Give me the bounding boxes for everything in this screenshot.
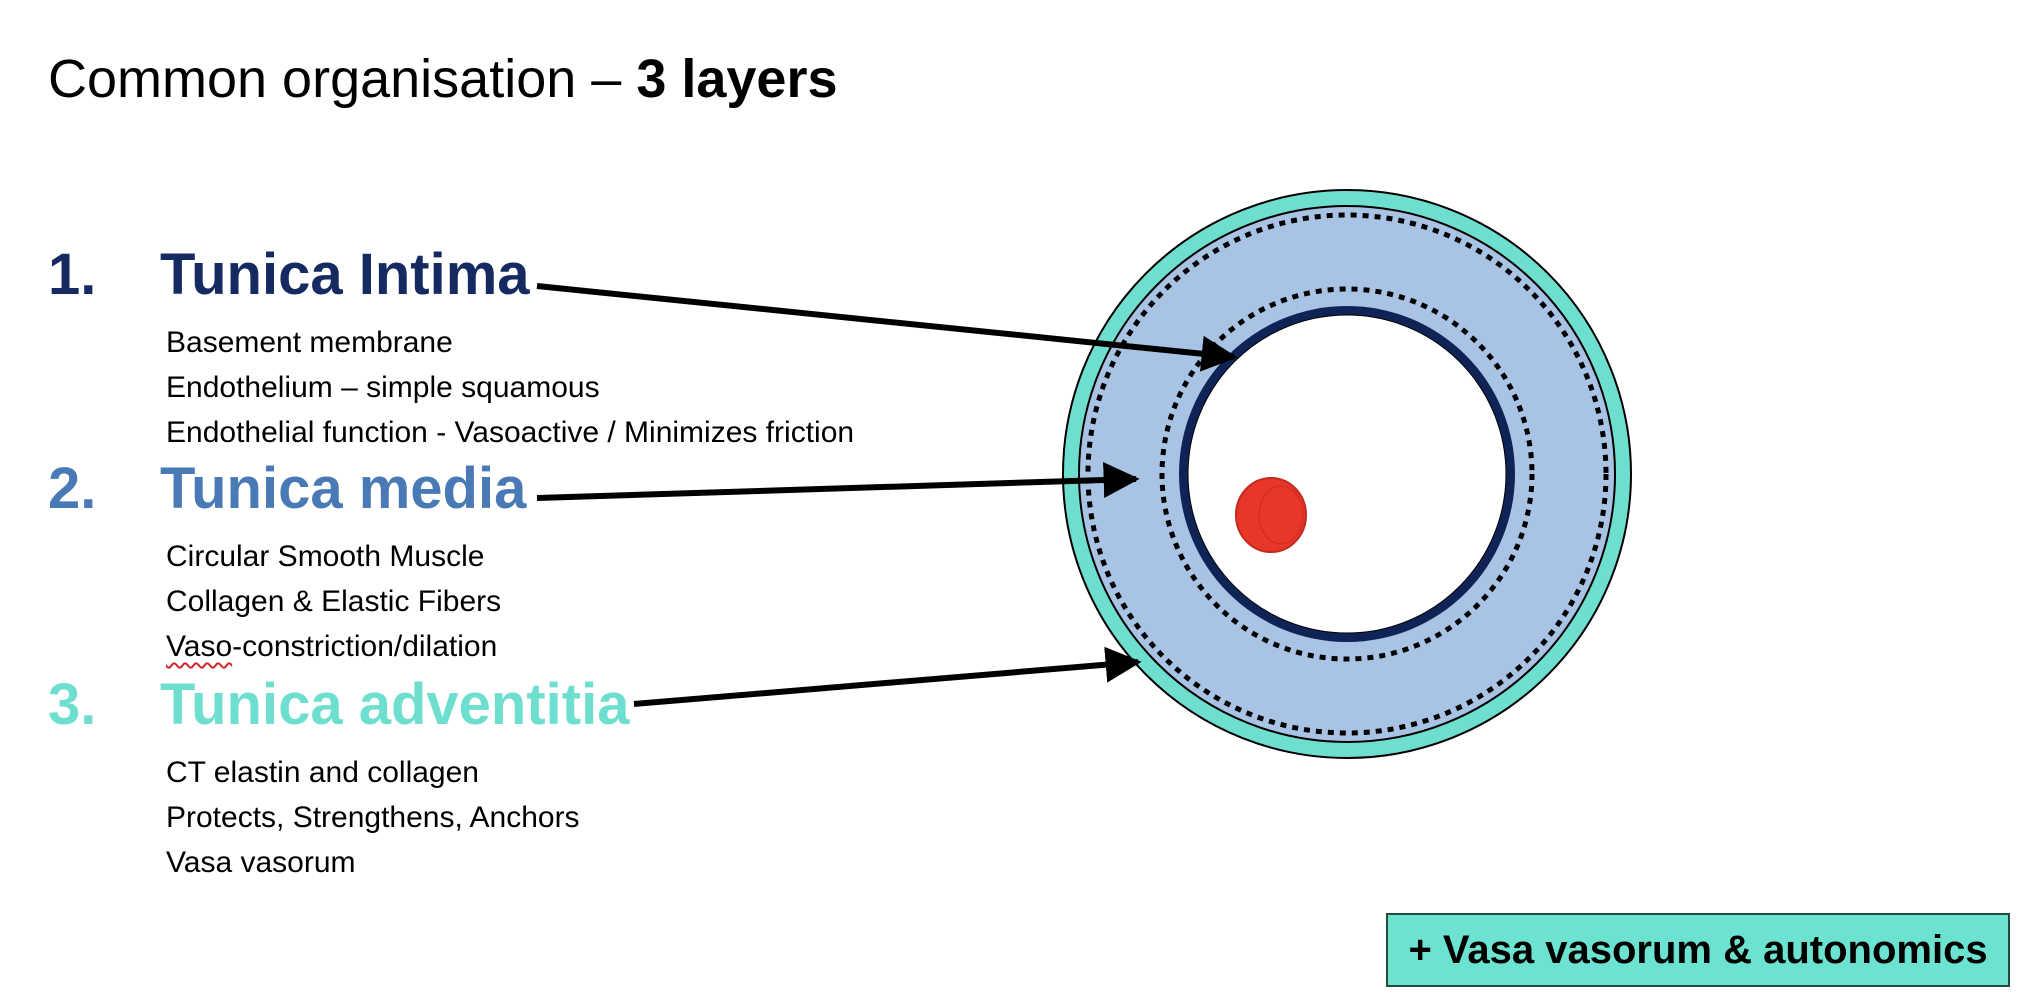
layer-adventitia-name: Tunica adventitia [160,672,630,737]
layer-media-number: 2. [48,456,97,521]
layer-intima-number: 1. [48,242,97,307]
bullet-item: Protects, Strengthens, Anchors [166,801,580,834]
layer-intima-section: 1. Tunica Intima Basement membrane Endot… [48,246,854,455]
bullet-item: Circular Smooth Muscle [166,540,485,573]
lumen [1187,314,1507,634]
bullet-item: Collagen & Elastic Fibers [166,585,502,618]
vasa-vasorum-callout-box: + Vasa vasorum & autonomics [1386,913,2010,987]
layer-media-section: 2. Tunica media Circular Smooth Muscle C… [48,460,526,669]
arrow-intima [536,283,1238,372]
bullet-item: Vasa vasorum [166,846,356,879]
layer-intima-bullets: Basement membrane Endothelium – simple s… [166,320,854,455]
layer-adventitia-number: 3. [48,672,97,737]
arrow-adventitia [633,646,1142,707]
slide-title: Common organisation – 3 layers [48,52,838,106]
layer-adventitia-section: 3. Tunica adventitia CT elastin and coll… [48,676,629,885]
layer-adventitia-bullets: CT elastin and collagen Protects, Streng… [166,750,629,885]
title-bold: 3 layers [636,49,838,109]
arrow-media [536,462,1140,501]
layer-intima-heading: 1. Tunica Intima [48,246,854,304]
bullet-item: Endothelium – simple squamous [166,371,600,404]
layer-media-heading: 2. Tunica media [48,460,526,518]
spellcheck-word: Vaso [166,630,233,663]
layer-intima-name: Tunica Intima [160,242,530,307]
red-blood-cell-highlight [1258,485,1304,545]
layer-media-bullets: Circular Smooth Muscle Collagen & Elasti… [166,534,526,669]
callout-text: + Vasa vasorum & autonomics [1408,927,1988,972]
bullet-item: CT elastin and collagen [166,756,479,789]
bullet-item: Vaso-constriction/dilation [166,624,526,669]
layer-adventitia-heading: 3. Tunica adventitia [48,676,629,734]
bullet-rest: -constriction/dilation [232,630,498,663]
bullet-item: Endothelial function - Vasoactive / Mini… [166,416,855,449]
internal-elastic-lamina [1159,286,1535,662]
layer-media-name: Tunica media [160,456,527,521]
title-normal: Common organisation – [48,49,637,109]
red-blood-cell [1235,477,1307,553]
bullet-item: Basement membrane [166,326,453,359]
external-elastic-lamina [1085,212,1609,736]
